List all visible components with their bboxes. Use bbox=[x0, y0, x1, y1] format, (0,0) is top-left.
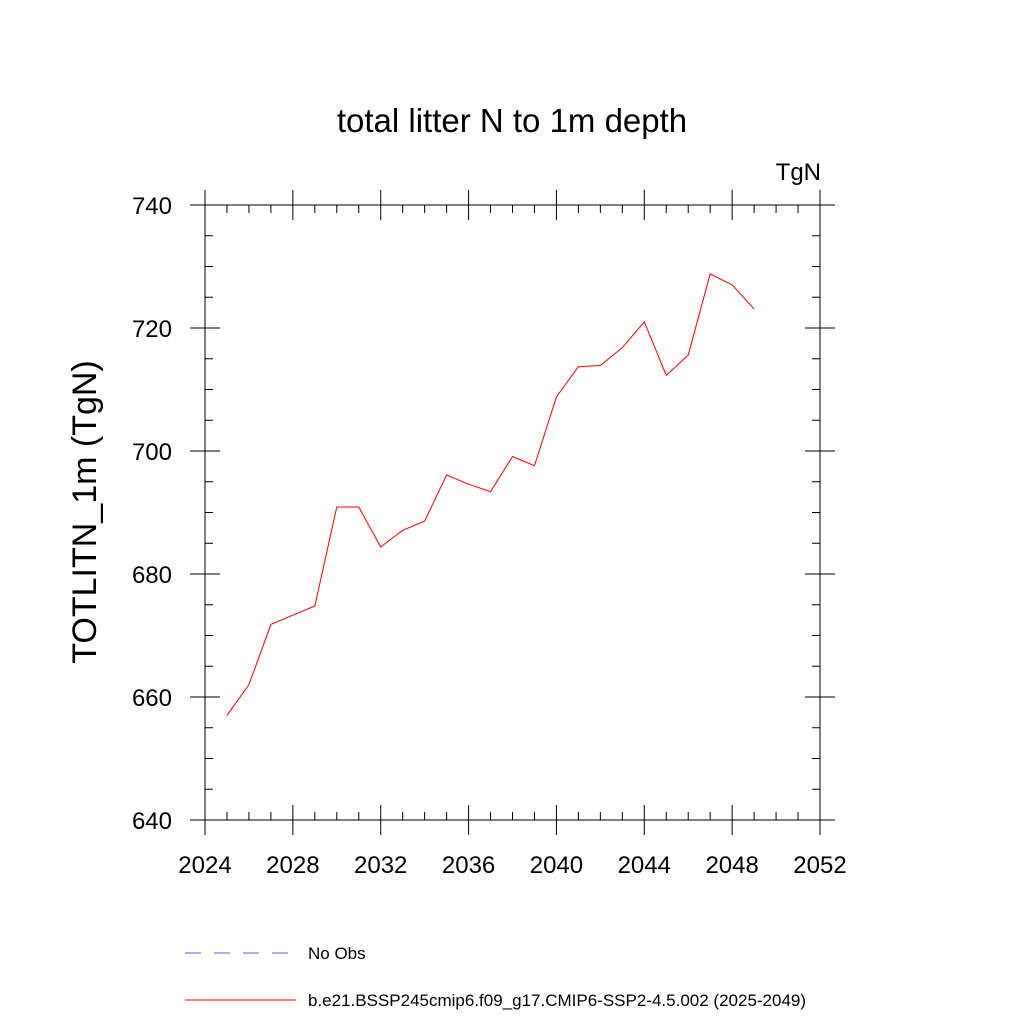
data-point bbox=[666, 375, 667, 376]
data-point bbox=[314, 605, 315, 606]
data-point bbox=[600, 365, 601, 366]
y-tick-label: 720 bbox=[132, 316, 172, 343]
series-line bbox=[226, 273, 755, 716]
y-tick-label: 660 bbox=[132, 685, 172, 712]
data-point bbox=[622, 347, 623, 348]
data-point bbox=[358, 506, 359, 507]
units-label: TgN bbox=[776, 159, 821, 186]
data-point bbox=[402, 530, 403, 531]
x-tick-label: 2028 bbox=[266, 852, 319, 879]
x-tick-label: 2032 bbox=[354, 852, 407, 879]
plot-frame bbox=[204, 204, 821, 821]
data-point bbox=[534, 465, 535, 466]
data-point bbox=[292, 615, 293, 616]
data-point bbox=[424, 521, 425, 522]
data-point bbox=[732, 284, 733, 285]
minor-ticks bbox=[205, 205, 820, 820]
data-point bbox=[226, 715, 227, 716]
x-tick-label: 2036 bbox=[442, 852, 495, 879]
x-tick-labels: 2024 2028 2032 2036 2040 2044 2048 2052 bbox=[178, 852, 846, 879]
y-tick-label: 700 bbox=[132, 439, 172, 466]
x-tick-label: 2024 bbox=[178, 852, 231, 879]
data-point bbox=[710, 273, 711, 274]
x-tick-label: 2048 bbox=[705, 852, 758, 879]
legend-label-no-obs: No Obs bbox=[308, 944, 366, 963]
y-tick-label: 680 bbox=[132, 562, 172, 589]
data-point bbox=[490, 491, 491, 492]
major-ticks bbox=[190, 190, 835, 835]
chart-title: total litter N to 1m depth bbox=[337, 102, 687, 139]
data-point bbox=[270, 624, 271, 625]
data-point bbox=[512, 456, 513, 457]
x-tick-label: 2052 bbox=[793, 852, 846, 879]
data-point bbox=[578, 366, 579, 367]
legend-label-series: b.e21.BSSP245cmip6.f09_g17.CMIP6-SSP2-4.… bbox=[308, 991, 806, 1010]
x-tick-label: 2040 bbox=[530, 852, 583, 879]
data-point bbox=[248, 684, 249, 685]
data-point bbox=[336, 506, 337, 507]
y-axis-label: TOTLITN_1m (TgN) bbox=[66, 360, 104, 664]
series-layer bbox=[226, 273, 755, 716]
data-point bbox=[446, 474, 447, 475]
data-point bbox=[644, 321, 645, 322]
data-point bbox=[688, 354, 689, 355]
y-tick-labels: 640 660 680 700 720 740 bbox=[132, 193, 172, 835]
x-tick-label: 2044 bbox=[618, 852, 671, 879]
y-tick-label: 740 bbox=[132, 193, 172, 220]
data-point bbox=[468, 484, 469, 485]
data-point bbox=[380, 546, 381, 547]
data-point bbox=[556, 396, 557, 397]
data-point bbox=[754, 308, 755, 309]
legend: No Obs b.e21.BSSP245cmip6.f09_g17.CMIP6-… bbox=[185, 944, 806, 1010]
y-tick-label: 640 bbox=[132, 808, 172, 835]
